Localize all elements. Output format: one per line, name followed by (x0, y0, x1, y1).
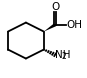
Text: 2: 2 (62, 52, 66, 61)
Text: NH: NH (56, 50, 71, 60)
Polygon shape (44, 23, 56, 32)
Text: O: O (51, 2, 59, 12)
Text: OH: OH (67, 20, 83, 30)
